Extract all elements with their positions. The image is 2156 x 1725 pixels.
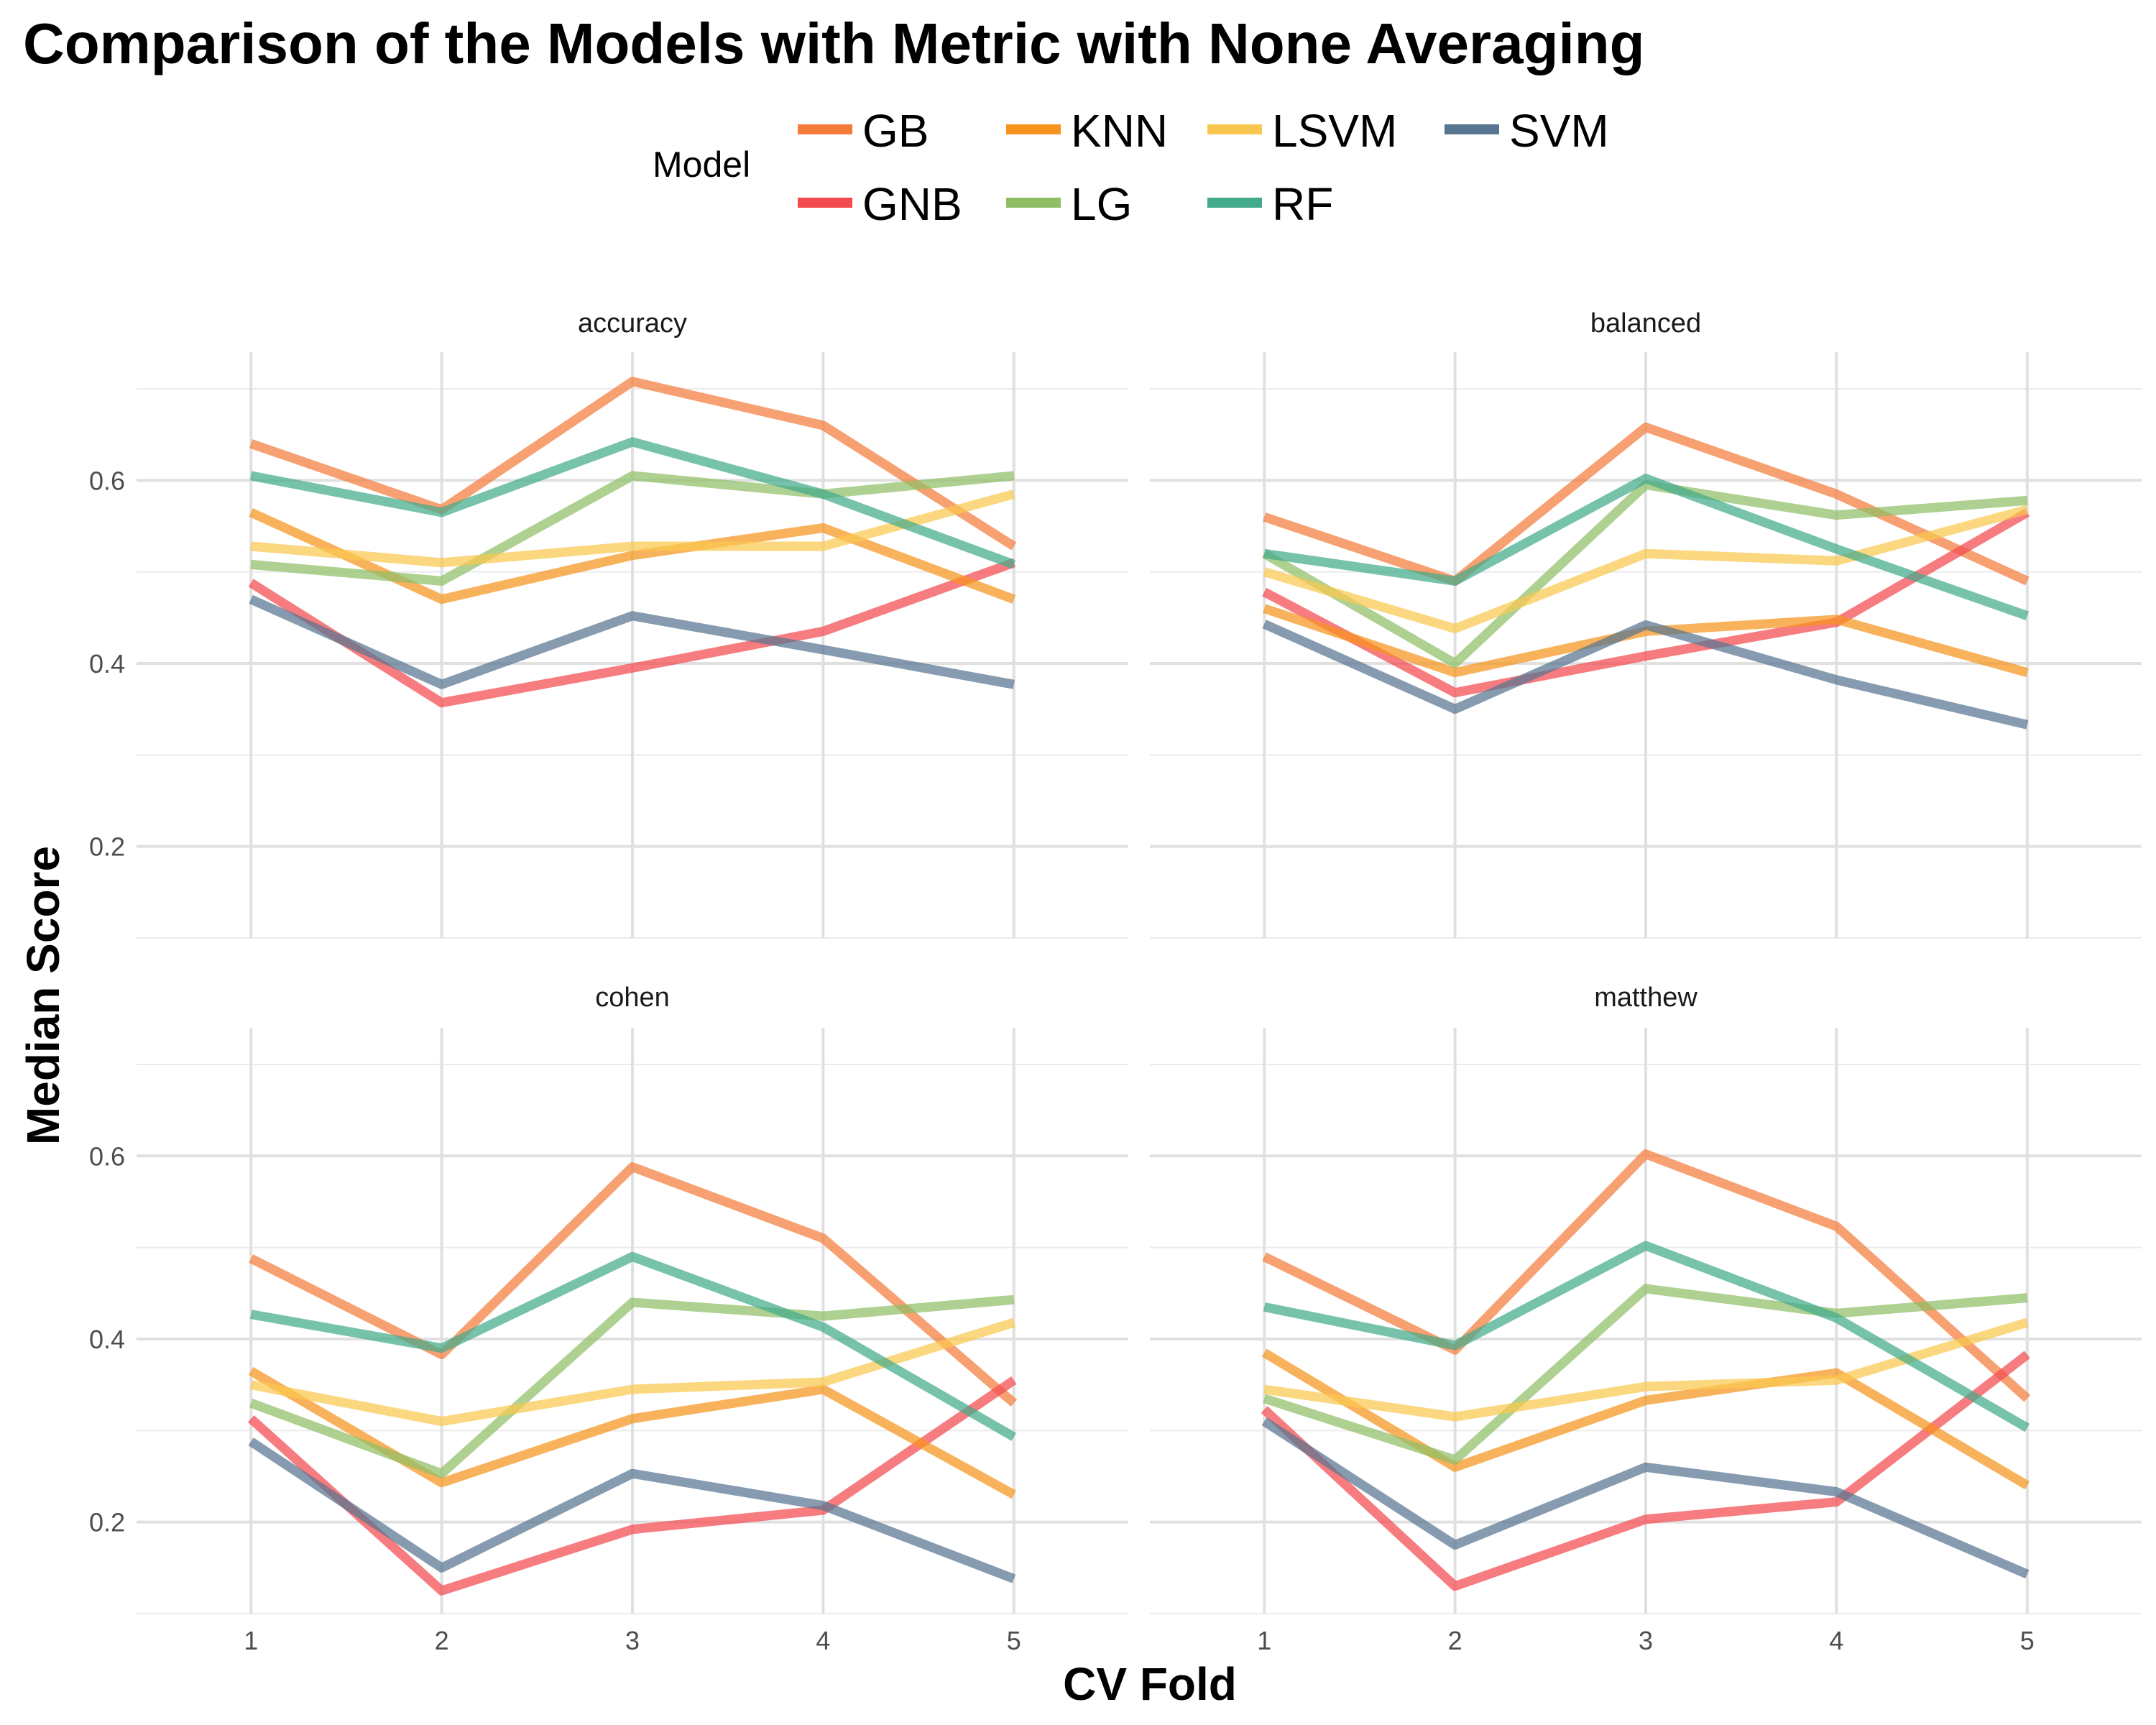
series-line-knn (1263, 604, 2029, 678)
x-tick-label: 5 (2020, 1626, 2035, 1655)
x-tick-label: 2 (1448, 1626, 1462, 1655)
series-line-lsvm (250, 489, 1015, 568)
facet-label-cohen: cohen (595, 983, 670, 1013)
y-tick-label: 0.2 (89, 1508, 125, 1537)
panel-cohen: cohen 0.2 0.4 0.6 1 2 3 4 5 (89, 983, 1128, 1655)
x-tick-label: 1 (244, 1626, 258, 1655)
series-line-lg (1263, 1284, 2028, 1465)
x-tick-label: 5 (1007, 1626, 1021, 1655)
series-line-lg (249, 1294, 1015, 1478)
y-axis-title: Median Score (17, 846, 69, 1145)
x-tick-label: 3 (1639, 1626, 1653, 1655)
y-tick-label: 0.2 (89, 832, 125, 862)
series-line-rf (250, 1251, 1017, 1441)
x-tick-label: 2 (435, 1626, 449, 1655)
series-line-svm (1262, 620, 2029, 730)
series-line-gb (249, 377, 1017, 551)
legend-item-rf: RF (1207, 178, 1333, 230)
series-line-gb (1263, 422, 2030, 586)
y-tick-label: 0.4 (89, 1325, 125, 1354)
series-line-lg (250, 471, 1015, 586)
facet-label-matthew: matthew (1594, 983, 1697, 1013)
legend-label: LG (1071, 178, 1132, 230)
series-line-svm (1261, 1417, 2030, 1579)
legend-label: KNN (1071, 105, 1168, 157)
legend-item-gnb: GNB (798, 178, 962, 230)
legend-label: RF (1272, 178, 1333, 230)
series-line-rf (249, 437, 1016, 569)
panel-accuracy: accuracy 0.2 0.4 0.6 (89, 308, 1128, 939)
legend: Model GB GNB KNN LG LSVM RF SVM (653, 105, 1609, 230)
series-line-lg (1261, 480, 2028, 668)
chart-title: Comparison of the Models with Metric wit… (23, 12, 1644, 75)
series-line-rf (1263, 1241, 2030, 1432)
legend-label: SVM (1509, 105, 1609, 157)
legend-item-gb: GB (798, 105, 929, 157)
legend-title: Model (653, 144, 750, 185)
series-line-gnb (247, 1376, 1017, 1596)
x-tick-label: 4 (816, 1626, 830, 1655)
series-line-svm (249, 594, 1015, 689)
series-line-gnb (1262, 508, 2030, 698)
legend-item-knn: KNN (1006, 105, 1168, 157)
series-line-gb (249, 1162, 1018, 1407)
facet-label-accuracy: accuracy (578, 308, 687, 339)
facet-panels: accuracy 0.2 0.4 0.6 balanced cohen 0.2 0.4 0.6 1… (89, 308, 2142, 1655)
series-line-rf (1263, 474, 2029, 620)
y-tick-label: 0.4 (89, 649, 125, 678)
x-axis-title: CV Fold (1063, 1658, 1237, 1710)
legend-item-lg: LG (1006, 178, 1132, 230)
series-line-lsvm (1263, 505, 2029, 634)
legend-label: GB (862, 105, 929, 157)
series-line-svm (248, 1438, 1016, 1583)
y-tick-label: 0.6 (89, 1141, 125, 1171)
legend-label: LSVM (1272, 105, 1397, 157)
x-tick-label: 1 (1257, 1626, 1271, 1655)
legend-label: GNB (862, 178, 962, 230)
series-line-lsvm (1263, 1317, 2029, 1422)
series-line-gb (1262, 1149, 2031, 1402)
panel-balanced: balanced (1150, 308, 2142, 939)
y-tick-label: 0.6 (89, 466, 125, 495)
legend-item-svm: SVM (1445, 105, 1609, 157)
x-tick-label: 3 (625, 1626, 640, 1655)
series-line-gnb (1261, 1351, 2030, 1591)
series-line-gnb (248, 558, 1016, 708)
panel-matthew: matthew 1 2 3 4 5 (1150, 983, 2142, 1655)
facet-label-balanced: balanced (1590, 308, 1701, 339)
x-tick-label: 4 (1829, 1626, 1843, 1655)
series-line-knn (1261, 1348, 2030, 1490)
legend-item-lsvm: LSVM (1207, 105, 1397, 157)
series-line-knn (249, 507, 1016, 604)
